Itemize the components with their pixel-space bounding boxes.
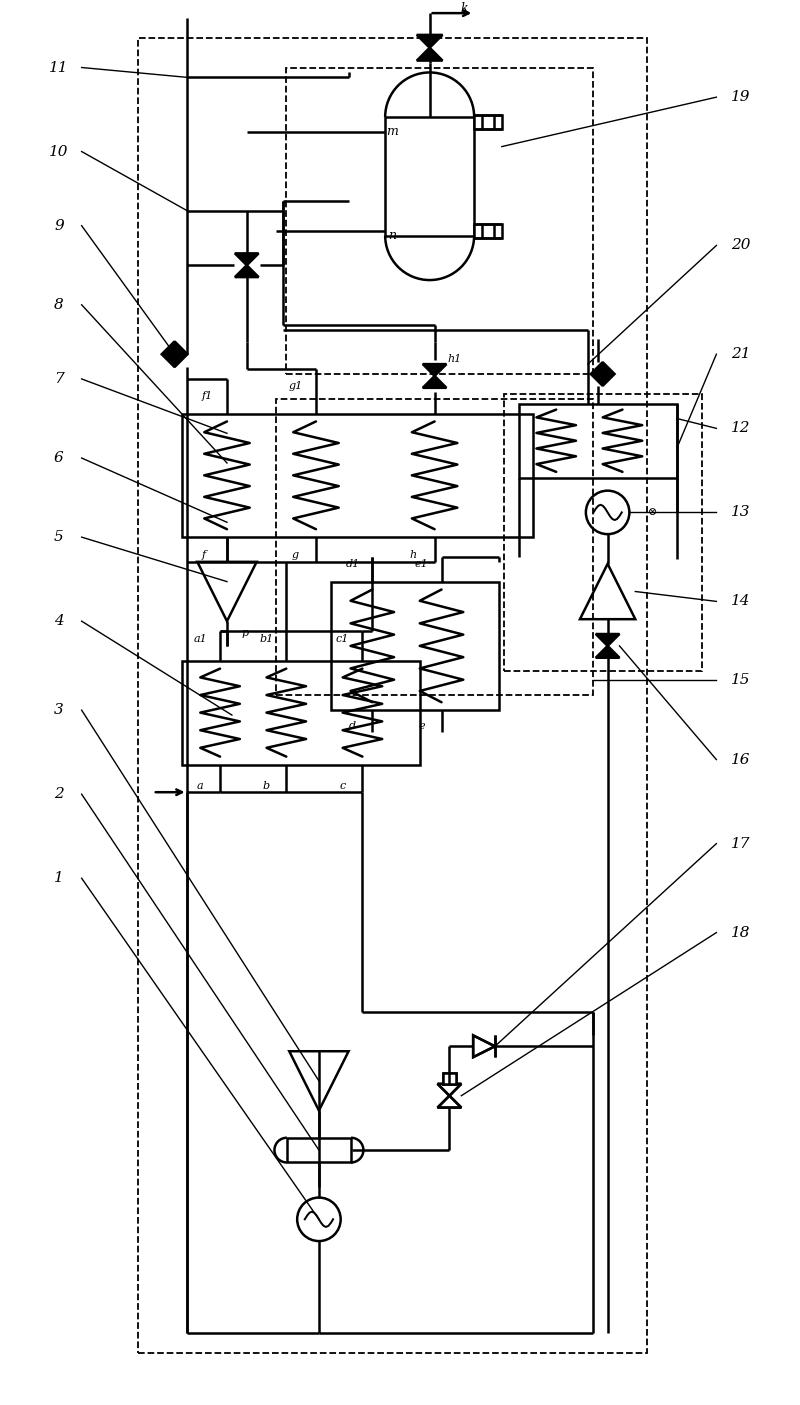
Polygon shape (591, 362, 602, 386)
Polygon shape (422, 364, 446, 377)
Text: 11: 11 (49, 60, 69, 74)
Text: 9: 9 (54, 219, 64, 233)
Text: e1: e1 (415, 559, 429, 569)
Bar (504, 393, 702, 670)
Polygon shape (235, 266, 258, 277)
Text: g: g (292, 549, 298, 561)
Text: h: h (410, 549, 417, 561)
Bar (474, 115, 502, 129)
Text: f: f (202, 549, 206, 561)
Text: 19: 19 (731, 90, 751, 104)
Bar (385, 117, 474, 236)
Bar (443, 1073, 456, 1083)
Polygon shape (422, 377, 446, 388)
Bar (286, 1138, 351, 1162)
Polygon shape (596, 646, 619, 658)
Text: g1: g1 (289, 381, 303, 391)
Text: a1: a1 (194, 634, 207, 643)
Text: 15: 15 (731, 673, 751, 687)
Bar (286, 67, 593, 374)
Text: m: m (386, 125, 398, 138)
Text: n: n (388, 229, 396, 242)
Text: 10: 10 (49, 145, 69, 159)
Text: c: c (339, 781, 346, 791)
Text: 7: 7 (54, 372, 64, 386)
Bar (277, 399, 593, 695)
Text: 13: 13 (731, 506, 751, 520)
Bar (330, 582, 499, 710)
Polygon shape (602, 362, 614, 386)
Text: 4: 4 (54, 614, 64, 628)
Bar (182, 660, 420, 764)
Text: b: b (263, 781, 270, 791)
Text: h1: h1 (447, 354, 462, 364)
Text: 8: 8 (54, 298, 64, 312)
Text: a: a (197, 781, 203, 791)
Text: 18: 18 (731, 926, 751, 940)
Text: 21: 21 (731, 347, 751, 361)
Text: 14: 14 (731, 594, 751, 608)
Text: 5: 5 (54, 530, 64, 544)
Text: 2: 2 (54, 787, 64, 801)
Polygon shape (417, 48, 442, 60)
Bar (518, 403, 677, 478)
Text: d: d (349, 721, 356, 731)
Text: ⊗: ⊗ (647, 507, 657, 517)
Text: 17: 17 (731, 836, 751, 850)
Bar (182, 413, 534, 537)
Text: 1: 1 (54, 871, 64, 885)
Text: 3: 3 (54, 702, 64, 717)
Text: p: p (242, 628, 248, 638)
Text: d1: d1 (346, 559, 360, 569)
Bar (443, 1073, 456, 1083)
Polygon shape (417, 35, 442, 48)
Text: e: e (418, 721, 425, 731)
Text: k: k (461, 1, 468, 14)
Polygon shape (235, 253, 258, 266)
Bar (138, 38, 647, 1353)
Text: f1: f1 (202, 391, 213, 400)
Polygon shape (162, 341, 174, 367)
Text: 12: 12 (731, 422, 751, 436)
Polygon shape (174, 341, 187, 367)
Text: 16: 16 (731, 753, 751, 767)
Text: 20: 20 (731, 239, 751, 253)
Text: c1: c1 (336, 634, 350, 643)
Polygon shape (596, 634, 619, 646)
Text: b1: b1 (259, 634, 274, 643)
Bar (474, 223, 502, 237)
Text: 6: 6 (54, 451, 64, 465)
